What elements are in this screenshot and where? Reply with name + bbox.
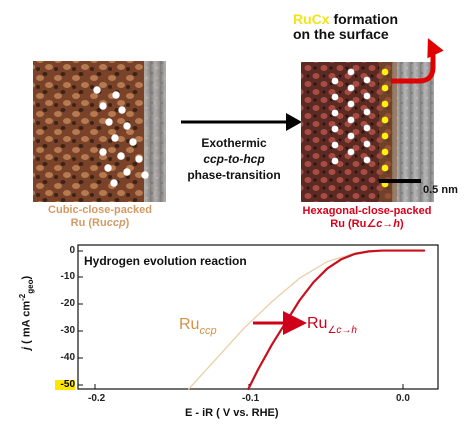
surface-label: RuCx formation on the surface [293, 11, 399, 42]
plot-title: Hydrogen evolution reaction [84, 254, 247, 268]
legend-hcp: Ru∠c→h [307, 315, 357, 336]
ccp-atom-markers [93, 86, 149, 187]
hcp-caption: Hexagonal-close-packed Ru (Ru∠c→h) [302, 205, 432, 230]
y-tick-label-4: -40 [60, 352, 75, 363]
y-tick-label-3: -30 [60, 325, 75, 336]
legend-ccp: Ruccp [179, 316, 217, 337]
x-tick-label-3: 0.0 [396, 393, 410, 404]
y-axis-ticks [78, 250, 83, 386]
x-tick-label-1: -0.2 [88, 393, 106, 404]
ccp-caption: Cubic-close-packed Ru (Ruccp) [48, 204, 152, 229]
y-axis-label: j ( mA cm-2geo) [18, 275, 35, 350]
plot-frame [77, 244, 439, 390]
process-label: Exothermic ccp-to-hcp phase-transition [187, 136, 281, 183]
curved-arrow-icon [427, 38, 444, 59]
plot-lines [188, 249, 426, 391]
y-tick-label-1: -10 [60, 271, 75, 282]
hcp-yellow-atom-markers [381, 68, 389, 188]
y-tick-label-0: 0 [69, 245, 75, 256]
x-axis-label: E - iR ( V vs. RHE) [185, 407, 279, 419]
scale-bar-icon [379, 179, 421, 183]
y-tick-label-5: -50 [55, 380, 75, 390]
hcp-surface-region [392, 62, 434, 202]
hcp-white-atom-markers [331, 68, 371, 165]
ccp-surface-region [144, 61, 166, 202]
ruhcp-curve [247, 249, 426, 391]
scale-text: 0.5 nm [423, 184, 458, 196]
y-tick-label-2: -20 [60, 298, 75, 309]
curved-arrow-body [391, 53, 436, 84]
x-tick-label-2: -0.1 [242, 393, 260, 404]
right-arrow-icon [286, 113, 302, 131]
